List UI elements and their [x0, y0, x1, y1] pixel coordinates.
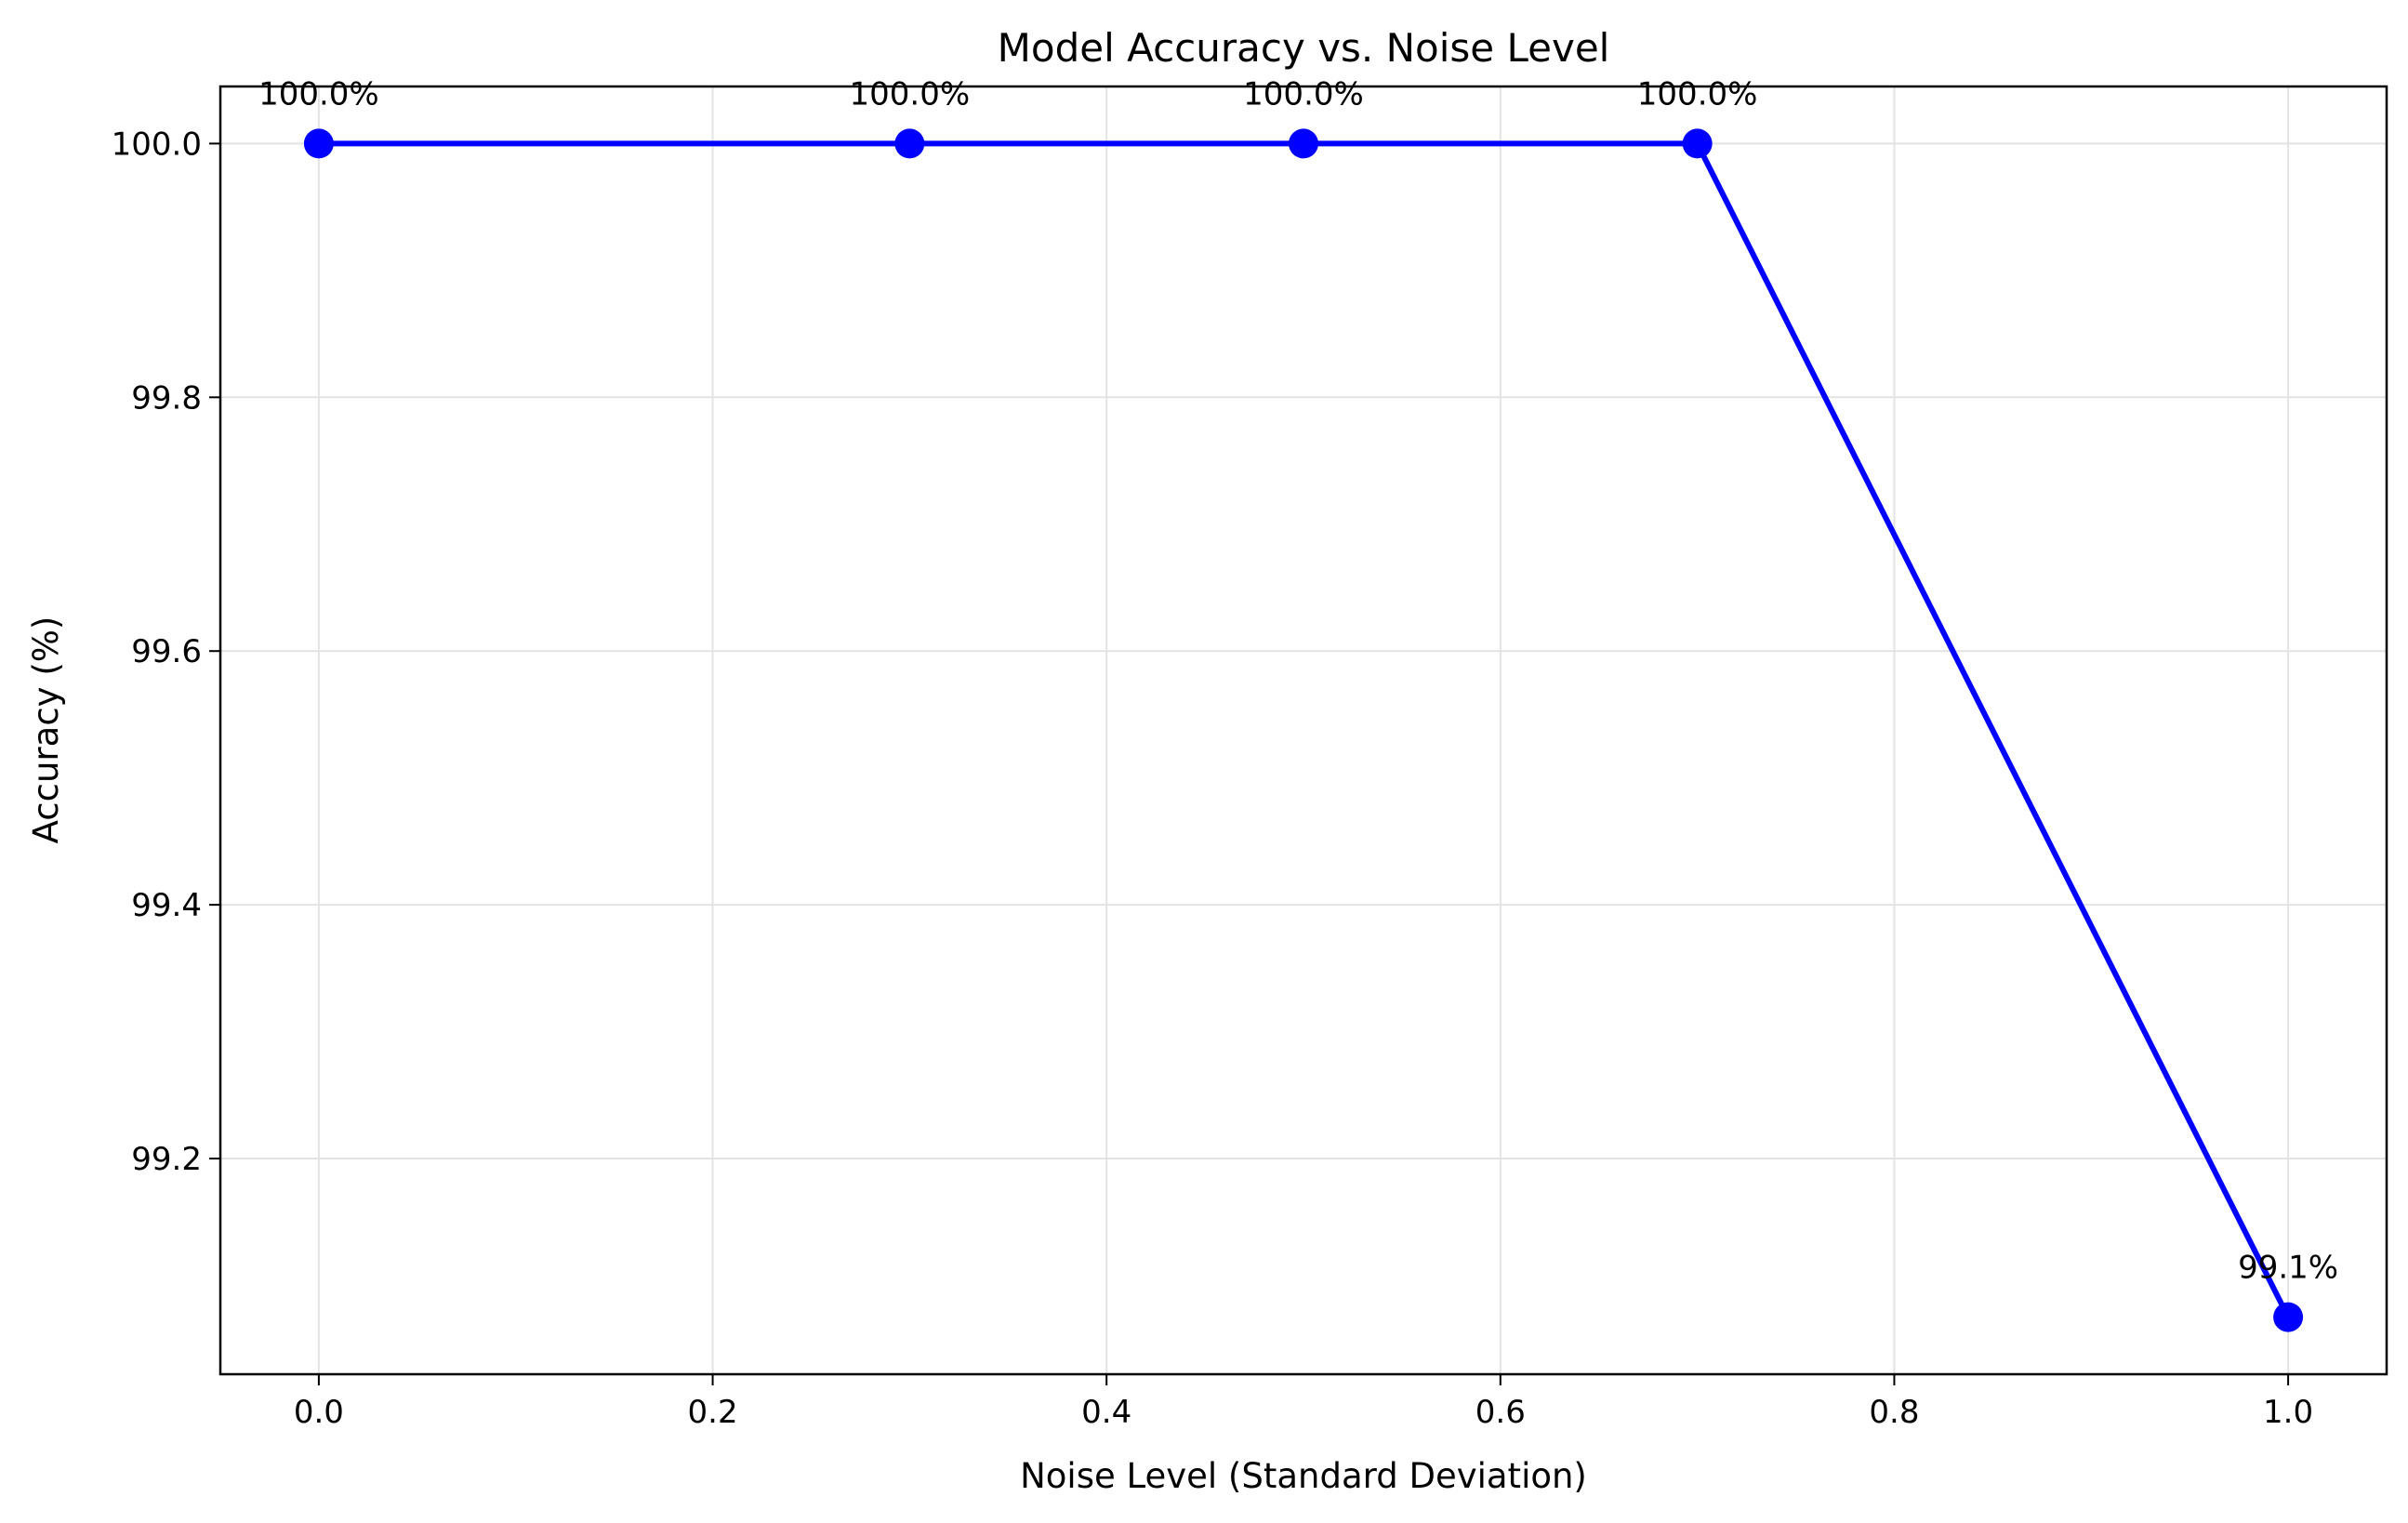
x-tick-label: 0.8	[1869, 1394, 1919, 1431]
data-label: 100.0%	[1637, 75, 1758, 113]
data-point-marker	[1289, 128, 1318, 159]
data-label: 100.0%	[850, 75, 971, 113]
x-tick-label: 0.2	[688, 1394, 738, 1431]
data-label: 99.1%	[2238, 1250, 2338, 1287]
x-tick-label: 0.4	[1081, 1394, 1131, 1431]
series-layer	[303, 128, 2304, 1332]
x-tick-label: 1.0	[2263, 1394, 2313, 1431]
data-labels: 100.0% 100.0% 100.0% 100.0% 99.1%	[258, 75, 2338, 1286]
data-label: 100.0%	[1243, 75, 1364, 113]
x-tick-label: 0.0	[294, 1394, 344, 1431]
plot-frame	[218, 85, 2388, 1376]
data-point-marker	[303, 128, 334, 159]
y-axis-label: Accuracy (%)	[26, 616, 66, 844]
data-label: 100.0%	[258, 75, 379, 113]
y-tick-label: 99.6	[131, 633, 202, 670]
y-tick-label: 99.2	[131, 1141, 202, 1178]
chart-title: Model Accuracy vs. Noise Level	[998, 25, 1610, 71]
x-axis-label: Noise Level (Standard Deviation)	[1020, 1456, 1587, 1496]
data-point-marker	[894, 128, 925, 159]
y-tick-label: 99.4	[131, 887, 202, 924]
x-tick-label: 0.6	[1475, 1394, 1526, 1431]
axis-ticks: 0.0 0.2 0.4 0.6 0.8 1.0 99.2 99.4 99.6 99.8 100.0	[112, 126, 2313, 1431]
data-point-marker	[2273, 1302, 2304, 1332]
y-tick-label: 100.0	[112, 126, 202, 163]
data-point-marker	[1682, 128, 1713, 159]
y-tick-label: 99.8	[131, 379, 202, 417]
